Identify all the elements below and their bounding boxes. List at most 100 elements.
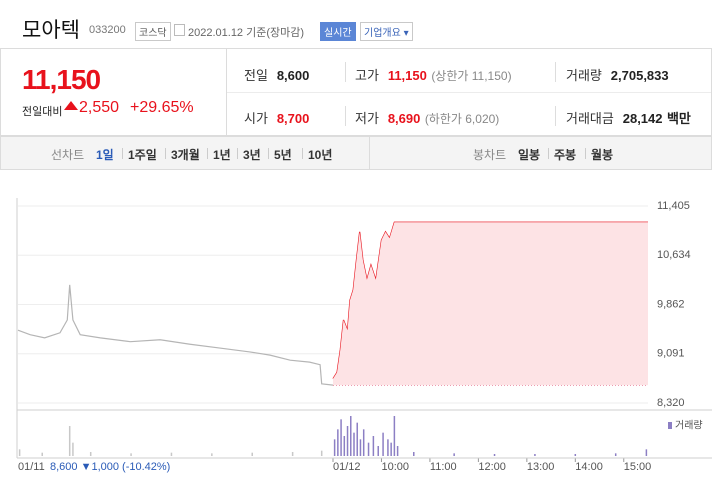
volume-bar (350, 416, 352, 456)
tab-divider (369, 137, 370, 169)
volume-bar (377, 446, 379, 456)
tab[interactable]: 3개월 (171, 148, 200, 162)
overview-dropdown[interactable]: 기업개요 ▾ (360, 22, 413, 41)
market: 코스닥 (135, 22, 171, 41)
volume-bar (356, 422, 358, 456)
x-tick-label: 11:00 (430, 461, 457, 473)
volume-bar (367, 442, 370, 456)
volume-bar (645, 449, 648, 456)
tab-bar: 선차트 봉차트 1일 1주일 3개월 1년 3년 5년 10년 일봉 주봉 월봉 (0, 136, 712, 170)
tab-sep (237, 148, 238, 159)
volume-bar (320, 450, 323, 456)
volume-bar (493, 454, 496, 456)
stat-label: 시가 (244, 111, 268, 126)
up-arrow (64, 101, 78, 110)
x-tick-label: 01/12 (333, 461, 361, 473)
x-tick-label: 15:00 (624, 461, 652, 473)
volume-bar (396, 446, 399, 456)
rate: +29.65% (130, 99, 194, 116)
volume-bar (41, 452, 43, 456)
volume-bar (614, 453, 617, 456)
stat-label: 거래대금 (566, 111, 614, 126)
tab[interactable]: 일봉 (518, 148, 541, 162)
volume-bar (353, 432, 355, 456)
x-tick-label: 10:00 (381, 461, 409, 473)
tab[interactable]: 1일 (96, 148, 114, 162)
quote-divider (226, 48, 227, 136)
tab[interactable]: 5년 (274, 148, 292, 162)
stat-label: 고가 (355, 68, 379, 83)
y-tick-label: 8,320 (657, 397, 685, 409)
y-tick-label: 9,091 (657, 348, 685, 360)
volume-bar (68, 426, 71, 456)
y-tick-label: 11,405 (657, 200, 690, 212)
change-label: 전일대비 (22, 106, 63, 118)
stat-value: 8,600 (276, 68, 310, 83)
volume-bar (362, 429, 365, 456)
volume-bar (343, 436, 346, 456)
stat-value: 28,142 (622, 111, 663, 126)
stat-note: (상한가 11,150) (431, 69, 512, 83)
sep (555, 106, 556, 126)
stat-value: 11,150 (387, 68, 427, 83)
volume-bar (382, 432, 384, 456)
volume-bar (211, 453, 213, 456)
volume-bar (453, 453, 455, 456)
volume-bar (534, 454, 536, 456)
stat-value: 8,700 (276, 111, 310, 126)
volume-bar (337, 429, 339, 456)
volume-bar (372, 436, 375, 456)
volume-bar (251, 452, 253, 456)
x-tick-label: 13:00 (527, 461, 555, 473)
price-line (332, 221, 648, 380)
volume-bar (130, 453, 132, 456)
volume-bar (72, 442, 74, 456)
x-tick-label: 14:00 (575, 461, 603, 473)
volume-bar (340, 419, 342, 456)
stat-note: (하한가 6,020) (424, 112, 500, 126)
volume-bar (390, 442, 392, 456)
stats-divider (227, 92, 711, 93)
tab[interactable]: 월봉 (591, 148, 614, 162)
x-tick-label: 12:00 (478, 461, 506, 473)
stat-label: 거래량 (566, 68, 602, 83)
footer-date: 01/11 (18, 461, 45, 473)
tab-sep (302, 148, 303, 159)
price-line (17, 284, 334, 386)
stat-unit: 백만 (666, 111, 691, 126)
volume-legend: 거래량 (675, 420, 703, 432)
change: 2,550 (79, 99, 120, 116)
tab-sep (268, 148, 269, 159)
volume-bar (346, 426, 349, 456)
sep (345, 106, 346, 126)
tab-sep (548, 148, 549, 159)
tab-sep (207, 148, 208, 159)
stat-label: 저가 (355, 111, 379, 126)
footer-summary: 8,600 ▼1,000 (-10.42%) (50, 461, 170, 473)
sep (555, 62, 556, 82)
tab[interactable]: 10년 (308, 148, 333, 162)
volume-bar (89, 452, 92, 456)
volume-bar (574, 454, 577, 456)
volume-bar (291, 452, 294, 456)
volume-bar (333, 439, 336, 456)
stat-label: 전일 (244, 68, 268, 83)
stat-value: 2,705,833 (610, 68, 669, 83)
sep (345, 62, 346, 82)
date: 2022.01.12 기준(장마감) (188, 27, 305, 39)
tab[interactable]: 1년 (213, 148, 231, 162)
realtime-button[interactable]: 실시간 (320, 22, 356, 41)
tab-sep (585, 148, 586, 159)
area (333, 222, 648, 386)
stock-name: 모아텍 (22, 19, 80, 42)
tab[interactable]: 3년 (243, 148, 261, 162)
volume-bar (393, 416, 396, 456)
volume-bar (18, 449, 21, 456)
tab[interactable]: 1주일 (128, 148, 157, 162)
y-tick-label: 10,634 (657, 249, 691, 261)
volume-bar (387, 439, 389, 456)
tab[interactable]: 주봉 (554, 148, 577, 162)
volume-legend-swatch (668, 422, 672, 429)
